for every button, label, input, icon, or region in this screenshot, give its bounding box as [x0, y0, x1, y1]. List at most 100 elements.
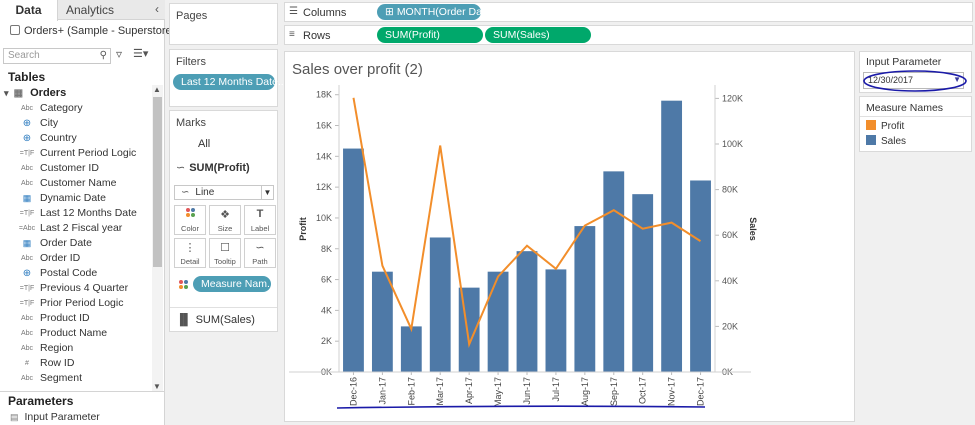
- sales-bar[interactable]: [429, 237, 451, 372]
- measure-names-pill[interactable]: Measure Nam..: [193, 276, 273, 292]
- scrollbar-thumb[interactable]: [153, 97, 162, 267]
- sales-bar[interactable]: [371, 271, 393, 372]
- scroll-up-icon[interactable]: ▲: [153, 85, 161, 94]
- field-item[interactable]: ▦ Order Date: [0, 236, 150, 251]
- path-icon: ∽: [255, 242, 265, 254]
- field-name: Product ID: [40, 312, 90, 324]
- field-item[interactable]: Abc Segment: [0, 371, 150, 386]
- path-button[interactable]: ∽ Path: [244, 238, 276, 268]
- scroll-down-icon[interactable]: ▼: [153, 382, 161, 391]
- field-item[interactable]: =Abc Last 2 Fiscal year: [0, 221, 150, 236]
- field-item[interactable]: =T|F Previous 4 Quarter: [0, 281, 150, 296]
- field-type-icon: #: [25, 360, 29, 367]
- field-item[interactable]: =T|F Current Period Logic: [0, 146, 150, 161]
- input-parameter-value: 12/30/2017: [868, 75, 914, 85]
- sales-bar[interactable]: [661, 100, 683, 373]
- field-item[interactable]: # Row ID: [0, 356, 150, 371]
- marks-sumprofit-tab[interactable]: ∽ SUM(Profit): [176, 161, 250, 174]
- datasource[interactable]: Orders+ (Sample - Superstore): [10, 25, 175, 37]
- color-button[interactable]: Color: [174, 205, 206, 235]
- field-type-icon: Abc: [20, 315, 34, 322]
- columns-pill[interactable]: ⊞ MONTH(Order Da..: [377, 4, 488, 20]
- size-button[interactable]: ❖ Size: [209, 205, 241, 235]
- field-item[interactable]: Abc Category: [0, 101, 150, 116]
- y-tick-label: 10K: [316, 213, 332, 223]
- sales-bar[interactable]: [603, 171, 625, 372]
- search-input[interactable]: Search ⚲: [3, 48, 111, 64]
- sales-bar[interactable]: [400, 326, 422, 372]
- tooltip-label: Tooltip: [214, 257, 236, 266]
- x-tick-label: Jul-17: [551, 377, 561, 402]
- y2-tick-label: 20K: [722, 321, 738, 331]
- path-label: Path: [252, 257, 268, 266]
- field-item[interactable]: Abc Region: [0, 341, 150, 356]
- field-item[interactable]: =T|F Prior Period Logic: [0, 296, 150, 311]
- search-icon: ⚲: [99, 50, 107, 61]
- field-item[interactable]: Abc Product Name: [0, 326, 150, 341]
- chevron-down-icon[interactable]: ▼: [953, 75, 961, 84]
- x-tick-label: Apr-17: [464, 377, 474, 404]
- sales-bar[interactable]: [487, 271, 509, 372]
- sales-bar[interactable]: [516, 251, 538, 372]
- field-item[interactable]: ⊕ Postal Code: [0, 266, 150, 281]
- sales-bar[interactable]: [690, 180, 711, 372]
- annotation-underline: [336, 405, 706, 409]
- field-item[interactable]: Abc Customer ID: [0, 161, 150, 176]
- sales-bar[interactable]: [545, 269, 567, 372]
- legend-item-sales[interactable]: Sales: [866, 135, 906, 147]
- marks-sumsales-tab[interactable]: ▐▌ SUM(Sales): [176, 314, 255, 326]
- line-mark-icon: ∽: [181, 187, 190, 198]
- table-orders[interactable]: ▾ ▦ Orders: [4, 87, 66, 99]
- tab-data[interactable]: Data: [0, 0, 58, 21]
- field-name: Order ID: [40, 252, 81, 264]
- filter-icon[interactable]: ▿: [116, 47, 123, 61]
- field-item[interactable]: Abc Order ID: [0, 251, 150, 266]
- columns-shelf[interactable]: ☰ Columns ⊞ MONTH(Order Da..: [284, 2, 973, 22]
- legend-swatch-sales: [866, 135, 876, 145]
- rows-pill-sum-profit[interactable]: SUM(Profit): [377, 27, 483, 43]
- calendar-icon: ▦: [22, 238, 32, 248]
- sales-bar[interactable]: [574, 226, 596, 372]
- view-area: Sales over profit (2) 0K 2K 4K 6K 8K 10K 12K 14…: [284, 51, 855, 422]
- parameter-input-parameter[interactable]: ▤ Input Parameter: [10, 411, 100, 423]
- label-button[interactable]: T Label: [244, 205, 276, 235]
- profit-line[interactable]: [352, 97, 702, 348]
- field-type-icon: =T|F: [19, 210, 35, 217]
- tooltip-button[interactable]: ☐ Tooltip: [209, 238, 241, 268]
- field-name: Current Period Logic: [40, 147, 137, 159]
- field-item[interactable]: ⊕ City: [0, 116, 150, 131]
- field-item[interactable]: ▦ Dynamic Date: [0, 191, 150, 206]
- legend-item-profit[interactable]: Profit: [866, 120, 904, 132]
- field-type-icon: =T|F: [19, 300, 35, 307]
- columns-pill-label: MONTH(Order Da..: [396, 6, 488, 18]
- marks-all[interactable]: All: [198, 138, 211, 150]
- field-item[interactable]: Abc Product ID: [0, 311, 150, 326]
- divider: [860, 116, 971, 117]
- field-item[interactable]: ⊕ Country: [0, 131, 150, 146]
- filter-pill-last-12-months[interactable]: Last 12 Months Date..: [173, 74, 284, 90]
- rows-shelf[interactable]: ≡ Rows SUM(Profit) SUM(Sales): [284, 25, 973, 45]
- tab-analytics[interactable]: Analytics: [65, 3, 115, 17]
- field-type-icon: Abc: [20, 330, 34, 337]
- field-item[interactable]: =T|F Last 12 Months Date: [0, 206, 150, 221]
- collapse-pane-icon[interactable]: ‹: [155, 2, 159, 16]
- measure-names-title: Measure Names: [866, 102, 944, 114]
- view-options-icon[interactable]: ☰▾: [133, 48, 149, 60]
- sales-bar[interactable]: [343, 148, 364, 372]
- mark-type-select[interactable]: ∽ Line ▼: [174, 185, 274, 200]
- marks-card: Marks All ∽ SUM(Profit) ∽ Line ▼ Color ❖ S…: [169, 110, 278, 332]
- rows-pill-sum-sales[interactable]: SUM(Sales): [485, 27, 591, 43]
- sales-bar[interactable]: [632, 194, 654, 372]
- x-tick-label: Nov-17: [667, 377, 677, 406]
- tables-heading: Tables: [8, 70, 46, 84]
- pages-shelf[interactable]: Pages: [169, 3, 278, 45]
- annotation-circle: [863, 70, 967, 92]
- scrollbar[interactable]: ▲ ▼: [152, 85, 163, 391]
- filters-shelf[interactable]: Filters Last 12 Months Date..: [169, 49, 284, 107]
- x-tick-label: May-17: [493, 377, 503, 407]
- x-tick-label: Jun-17: [522, 377, 532, 405]
- field-item[interactable]: Abc Customer Name: [0, 176, 150, 191]
- detail-button[interactable]: ⋮ Detail: [174, 238, 206, 268]
- label-label: Label: [250, 224, 270, 233]
- expand-icon[interactable]: ▾: [4, 88, 9, 98]
